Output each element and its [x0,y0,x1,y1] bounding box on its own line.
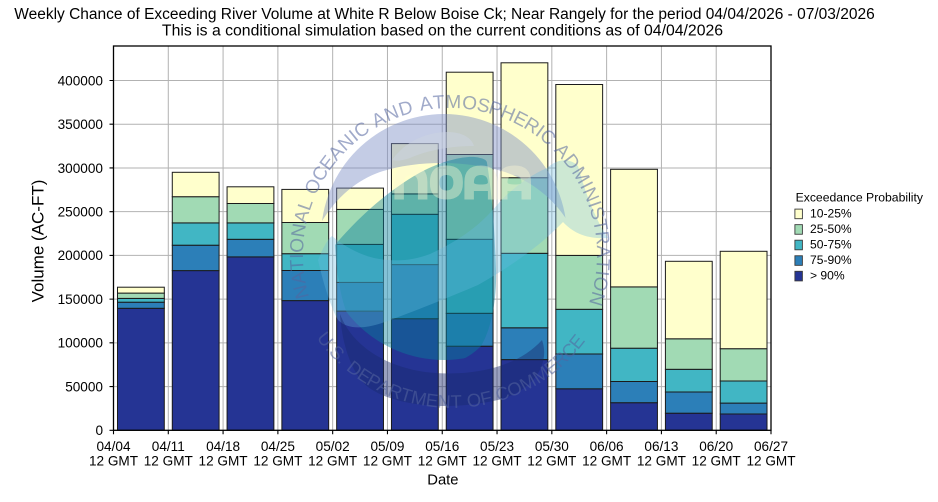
svg-text:N: N [290,283,314,301]
svg-text:06/27: 06/27 [754,439,788,454]
svg-text:400000: 400000 [58,73,104,88]
svg-text:10-25%: 10-25% [810,207,852,221]
svg-text:50000: 50000 [65,379,103,394]
svg-text:250000: 250000 [58,204,104,219]
svg-text:O: O [287,237,309,253]
svg-text:12 GMT: 12 GMT [253,454,302,469]
svg-text:M: M [409,386,428,410]
svg-text:06/06: 06/06 [590,439,624,454]
svg-text:150000: 150000 [58,292,104,307]
svg-text:> 90%: > 90% [810,269,845,283]
svg-text:N: N [288,222,311,239]
svg-text:This is a conditional simulati: This is a conditional simulation based o… [162,23,723,40]
svg-text:T: T [287,258,309,271]
svg-text:12 GMT: 12 GMT [89,454,138,469]
svg-text:T: T [432,92,446,114]
svg-text:A: A [592,245,613,258]
svg-text:Volume (AC-FT): Volume (AC-FT) [29,180,48,303]
svg-text:T: T [588,217,611,233]
svg-text:S: S [585,204,609,222]
svg-text:I: I [583,199,605,211]
svg-text:T: T [591,258,613,271]
svg-text:12 GMT: 12 GMT [199,454,248,469]
svg-text:06/20: 06/20 [699,439,733,454]
svg-text:A: A [418,93,434,116]
svg-text:P: P [486,97,504,121]
svg-text:M: M [445,92,461,113]
svg-text:12 GMT: 12 GMT [582,454,631,469]
svg-text:N: N [437,390,451,412]
svg-text:N: N [584,289,608,308]
svg-text:05/30: 05/30 [535,439,569,454]
svg-text:05/16: 05/16 [425,439,459,454]
svg-text:Weekly Chance of Exceeding Riv: Weekly Chance of Exceeding River Volume … [14,6,874,23]
svg-text:A: A [291,208,315,226]
svg-text:O: O [588,275,611,293]
svg-text:05/09: 05/09 [370,439,404,454]
svg-text:S: S [475,95,492,118]
svg-text:O: O [461,92,478,115]
svg-text:05/02: 05/02 [316,439,350,454]
svg-text:Date: Date [427,473,458,489]
svg-text:100000: 100000 [58,336,104,351]
svg-text:A: A [288,270,311,286]
svg-text:04/04: 04/04 [96,439,130,454]
svg-text:12 GMT: 12 GMT [308,454,357,469]
svg-text:06/13: 06/13 [644,439,678,454]
svg-text:12 GMT: 12 GMT [363,454,412,469]
svg-text:R: R [590,230,612,246]
svg-text:12 GMT: 12 GMT [527,454,576,469]
svg-text:04/25: 04/25 [261,439,295,454]
svg-text:04/11: 04/11 [152,439,185,454]
svg-text:F: F [478,386,493,409]
svg-text:T: T [450,391,462,412]
svg-text:200000: 200000 [58,248,104,263]
svg-text:12 GMT: 12 GMT [637,454,686,469]
svg-text:E: E [425,389,440,411]
svg-text:I: I [591,269,612,277]
svg-text:12 GMT: 12 GMT [746,454,795,469]
svg-text:I: I [287,253,308,258]
svg-text:12 GMT: 12 GMT [692,454,741,469]
svg-text:25-50%: 25-50% [810,222,852,236]
svg-text:12 GMT: 12 GMT [144,454,193,469]
svg-text:75-90%: 75-90% [810,253,852,267]
svg-text:50-75%: 50-75% [810,238,852,252]
svg-text:O: O [465,389,482,412]
svg-text:300000: 300000 [58,161,104,176]
svg-text:350000: 350000 [58,117,104,132]
svg-text:04/18: 04/18 [206,439,240,454]
svg-text:12 GMT: 12 GMT [472,454,521,469]
svg-text:05/23: 05/23 [480,439,514,454]
svg-text:C: C [493,381,512,405]
svg-text:0: 0 [95,423,103,438]
svg-text:12 GMT: 12 GMT [418,454,467,469]
svg-text:Exceedance Probability: Exceedance Probability [796,191,924,205]
svg-text:D: D [396,97,415,121]
